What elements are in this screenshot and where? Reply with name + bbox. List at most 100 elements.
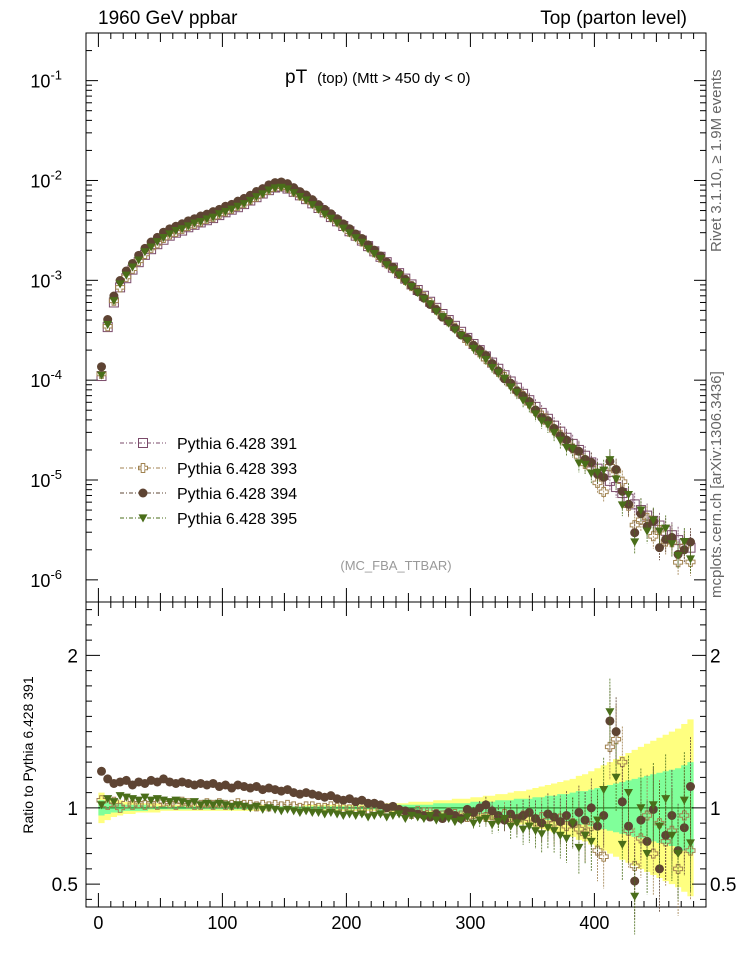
main-point-395 — [611, 475, 621, 484]
main-point-395 — [586, 469, 596, 478]
main-point-395 — [425, 300, 435, 309]
main-point-395 — [357, 238, 367, 247]
main-point-395 — [388, 266, 398, 275]
main-point-395 — [345, 229, 354, 238]
main-point-395 — [159, 234, 168, 243]
ratio-point-394 — [469, 807, 478, 817]
ratio-y-tick-label-right: 2 — [710, 646, 721, 667]
main-point-395 — [518, 396, 528, 405]
main-point-395 — [493, 369, 503, 378]
main-point-395 — [245, 196, 255, 206]
legend-label-2: Pythia 6.428 393 — [177, 461, 297, 478]
ratio-point-394 — [686, 782, 695, 792]
ratio-point-395 — [227, 802, 237, 811]
main-point-395 — [183, 222, 193, 231]
ratio-point-395 — [524, 822, 534, 831]
main-point-395 — [283, 185, 292, 194]
header-right-label: Top (parton level) — [540, 8, 687, 29]
main-point-395 — [233, 202, 243, 211]
ratio-point-393 — [654, 818, 665, 829]
ratio-point-393 — [604, 741, 615, 752]
main-point-395 — [165, 230, 175, 239]
main-point-395 — [419, 295, 429, 304]
ratio-point-395 — [363, 813, 373, 822]
ratio-point-395 — [351, 811, 361, 820]
main-point-395 — [140, 248, 150, 257]
ratio-point-394 — [617, 797, 627, 807]
legend-marker-4 — [138, 514, 148, 523]
x-tick-label: 400 — [579, 913, 609, 933]
main-point-395 — [400, 278, 410, 287]
ratio-point-395 — [673, 850, 683, 859]
ratio-point-395 — [444, 814, 454, 824]
main-point-395 — [624, 490, 633, 500]
main-point-395 — [264, 186, 274, 195]
ratio-point-394 — [549, 812, 559, 822]
ratio-point-395 — [295, 808, 305, 817]
main-point-393 — [115, 282, 126, 293]
main-point-395 — [475, 350, 485, 359]
ratio-point-395 — [357, 810, 367, 819]
main-point-395 — [103, 320, 113, 330]
main-point-394 — [574, 446, 584, 456]
x-tick-label: 200 — [331, 913, 361, 933]
ratio-point-394 — [574, 807, 584, 817]
ratio-point-394 — [97, 766, 106, 776]
main-point-395 — [214, 210, 224, 219]
main-point-395 — [543, 421, 553, 430]
ratio-point-395 — [190, 798, 199, 807]
ratio-frame — [85, 601, 707, 908]
ratio-point-395 — [642, 850, 652, 859]
ratio-point-395 — [661, 795, 671, 804]
main-point-395 — [301, 196, 311, 205]
ratio-point-395 — [382, 813, 392, 822]
main-point-395 — [128, 263, 137, 272]
main-point-395 — [307, 201, 317, 210]
main-point-395 — [648, 516, 658, 525]
ratio-point-395 — [165, 798, 175, 807]
ratio-point-395 — [586, 837, 596, 846]
ratio-point-395 — [555, 831, 565, 840]
ratio-point-395 — [580, 831, 590, 840]
main-point-395 — [97, 371, 106, 380]
ratio-point-395 — [456, 816, 466, 825]
main-point-395 — [679, 538, 689, 547]
ratio-point-395 — [617, 840, 627, 849]
legend-marker-3 — [138, 488, 148, 498]
main-point-395 — [524, 402, 534, 411]
ratio-point-394 — [481, 800, 491, 810]
ratio-y-label: Ratio to Pythia 6.428 391 — [20, 676, 36, 833]
data-markers — [96, 177, 696, 935]
ratio-point-395 — [103, 795, 113, 804]
main-point-395 — [394, 271, 404, 280]
main-title: pT (top) (Mtt > 450 dy < 0) — [285, 67, 471, 88]
ratio-point-394 — [531, 814, 540, 824]
main-point-395 — [506, 383, 516, 392]
ratio-point-394 — [431, 809, 441, 819]
main-point-395 — [152, 238, 162, 247]
main-point-395 — [655, 527, 664, 536]
ratio-point-393 — [673, 863, 684, 874]
main-point-395 — [369, 249, 379, 259]
main-point-395 — [456, 331, 466, 340]
ratio-point-393 — [586, 821, 597, 832]
ratio-point-393 — [679, 810, 690, 821]
main-point-395 — [146, 243, 156, 252]
main-point-395 — [630, 538, 640, 547]
ratio-point-395 — [574, 843, 584, 853]
ratio-point-395 — [307, 808, 317, 817]
ratio-point-394 — [121, 775, 131, 785]
ratio-point-393 — [685, 845, 696, 856]
title-sub-part: (top) (Mtt > 450 dy < 0) — [317, 70, 470, 87]
main-point-395 — [376, 254, 385, 264]
mcplots-info-label: mcplots.cern.ch [arXiv:1306.3436] — [708, 371, 725, 598]
analysis-watermark: (MC_FBA_TTBAR) — [340, 558, 451, 573]
main-point-395 — [605, 456, 615, 465]
main-y-tick-label: 10-6 — [30, 567, 62, 591]
main-point-395 — [239, 200, 249, 209]
main-point-393 — [592, 477, 603, 488]
main-point-395 — [177, 225, 187, 234]
main-point-395 — [208, 213, 218, 222]
ratio-point-395 — [481, 814, 491, 824]
